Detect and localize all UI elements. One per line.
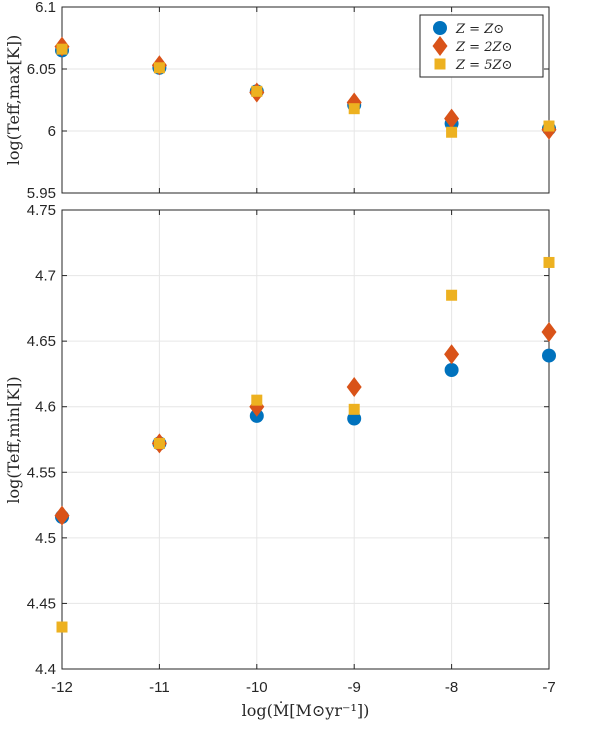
axes-box bbox=[61, 6, 550, 194]
x-tick-label: -10 bbox=[246, 679, 268, 696]
axes-box bbox=[61, 209, 550, 670]
legend-label: Z = Z⊙ bbox=[455, 22, 504, 37]
x-tick-label: -12 bbox=[51, 679, 73, 696]
series-2 bbox=[56, 256, 555, 633]
x-axis-label: log(Ṁ[M⊙yr⁻¹]) bbox=[242, 700, 370, 720]
y-axis-label: log(Teff,min[K]) bbox=[4, 376, 23, 503]
legend-marker-diamond bbox=[432, 36, 448, 56]
data-point-circle bbox=[542, 348, 556, 363]
series-0 bbox=[55, 348, 556, 524]
data-point-diamond bbox=[54, 505, 70, 526]
legend-label: Z = 2Z⊙ bbox=[455, 40, 512, 55]
y-tick-label: 4.6 bbox=[35, 399, 56, 416]
data-point-square bbox=[446, 126, 458, 138]
y-tick-label: 6 bbox=[48, 123, 56, 140]
data-point-square bbox=[251, 85, 263, 97]
y-tick-label: 4.4 bbox=[35, 661, 56, 678]
data-point-square bbox=[446, 289, 458, 301]
series-2 bbox=[56, 43, 555, 138]
x-tick-label: -9 bbox=[348, 679, 361, 696]
data-point-square bbox=[543, 256, 555, 268]
data-point-circle bbox=[444, 362, 459, 377]
data-point-square bbox=[251, 394, 263, 406]
data-point-square bbox=[56, 43, 68, 55]
y-tick-label: 4.7 bbox=[35, 268, 56, 285]
y-tick-label: 4.65 bbox=[27, 333, 56, 350]
y-tick-label: 6.05 bbox=[27, 61, 56, 78]
y-tick-label: 4.5 bbox=[35, 530, 56, 547]
data-point-square bbox=[153, 437, 165, 449]
x-tick-label: -11 bbox=[149, 679, 170, 696]
y-tick-label: 4.45 bbox=[27, 595, 56, 612]
series-1 bbox=[54, 321, 557, 526]
data-point-square bbox=[153, 62, 165, 74]
legend-label: Z = 5Z⊙ bbox=[455, 58, 512, 73]
y-axis-label: log(Teff,max[K]) bbox=[4, 35, 23, 165]
x-tick-label: -8 bbox=[445, 679, 458, 696]
y-tick-label: 4.55 bbox=[27, 464, 56, 481]
y-tick-label: 5.95 bbox=[27, 185, 56, 202]
y-tick-label: 4.75 bbox=[27, 202, 56, 219]
data-point-square bbox=[56, 621, 68, 633]
legend: Z = Z⊙ Z = 2Z⊙ Z = 5Z⊙ bbox=[419, 14, 544, 78]
data-point-diamond bbox=[444, 344, 460, 365]
legend-marker-circle bbox=[433, 21, 447, 35]
data-point-circle bbox=[347, 411, 362, 426]
x-tick-label: -7 bbox=[542, 679, 555, 696]
bottom-panel: 4.4 4.45 4.5 4.55 4.6 4.65 4.7 4.75 -12 -11 -10 -9 -… bbox=[4, 202, 557, 720]
legend-marker-square bbox=[434, 58, 446, 70]
data-point-square bbox=[543, 120, 555, 132]
data-point-square bbox=[348, 403, 360, 415]
data-point-diamond bbox=[444, 108, 460, 129]
data-point-square bbox=[348, 103, 360, 115]
data-point-diamond bbox=[541, 321, 557, 342]
y-tick-label: 6.1 bbox=[35, 0, 56, 16]
data-point-diamond bbox=[346, 377, 362, 398]
top-panel: 5.95 6 6.05 6.1 log(Teff,max[K]) bbox=[4, 0, 557, 202]
